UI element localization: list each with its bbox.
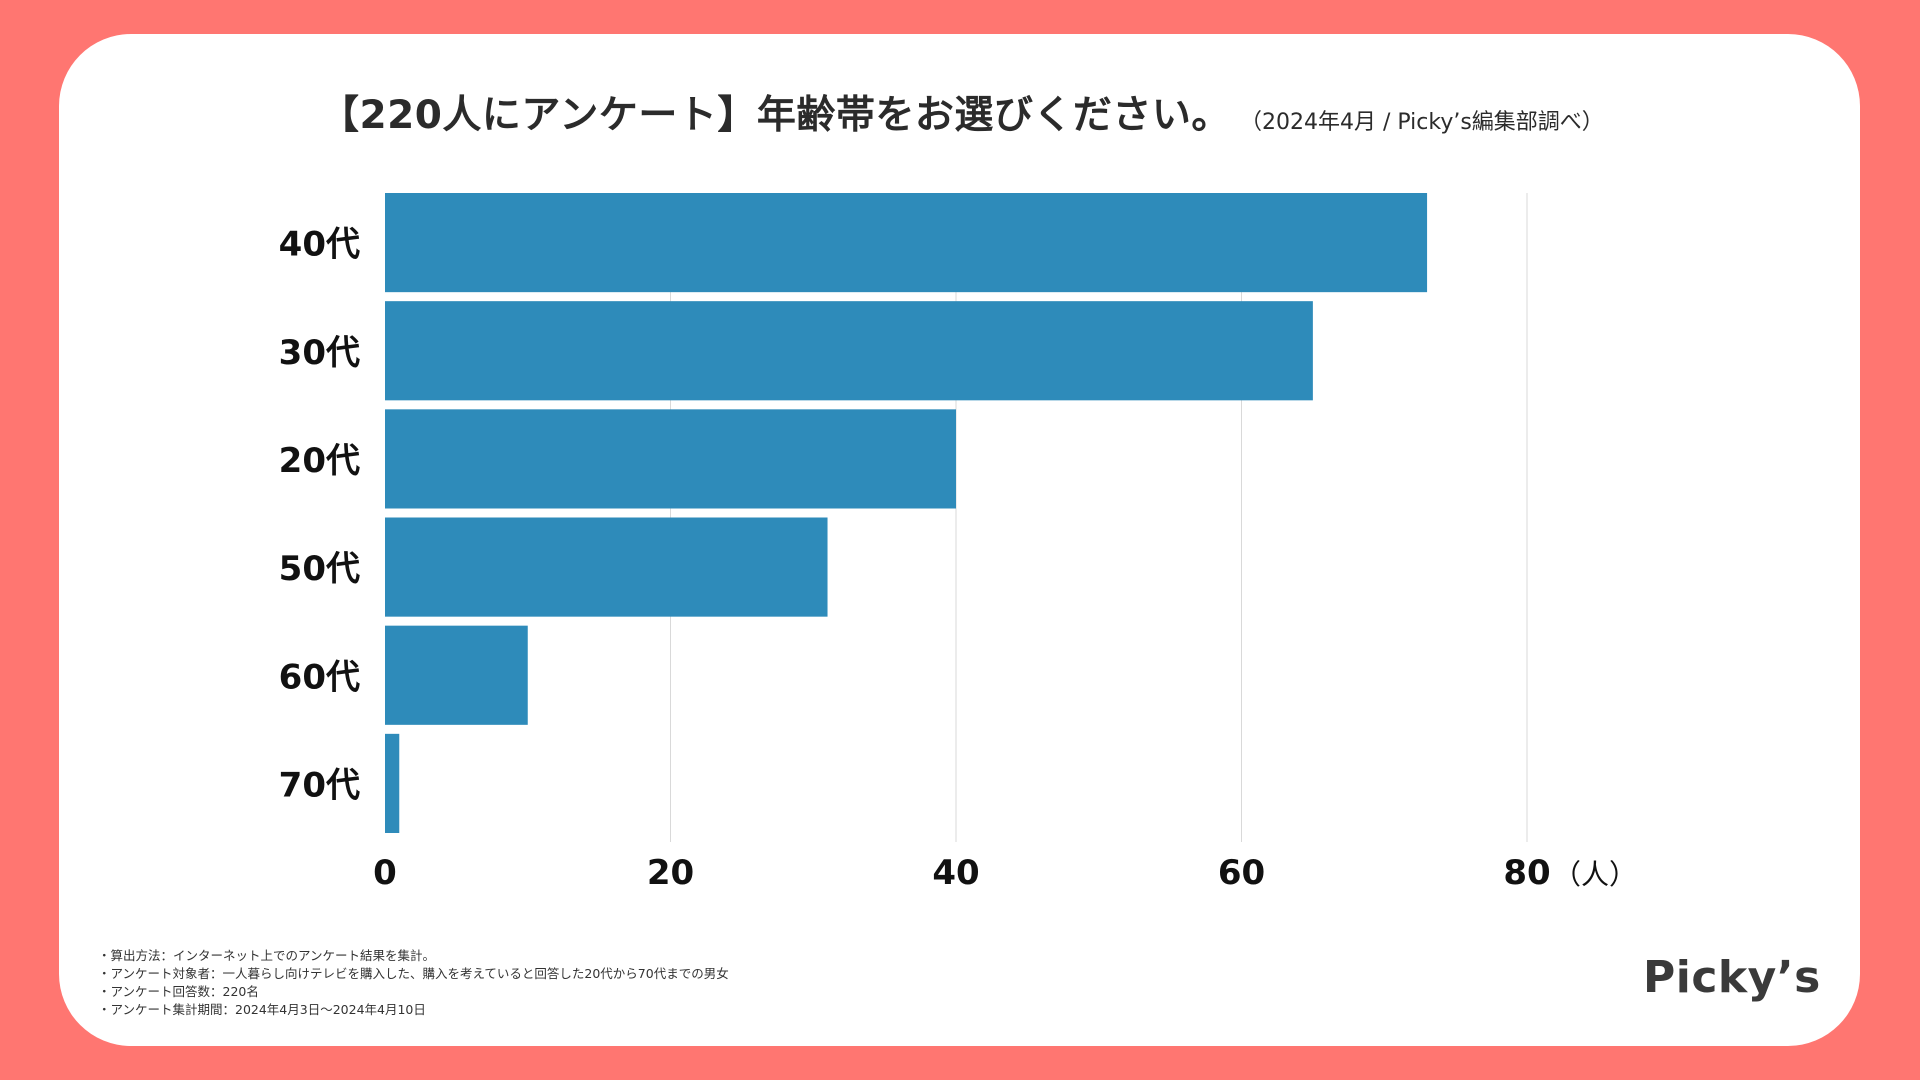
tick-label: 40 <box>932 853 979 893</box>
chart-title: 【220人にアンケート】年齢帯をお選びください。 <box>320 93 1231 138</box>
tick-label: 20 <box>647 853 694 893</box>
tick-label: 0 <box>373 853 397 893</box>
footnote-respondents: ・アンケート回答数：220名 <box>98 984 259 999</box>
category-label: 70代 <box>279 765 360 805</box>
footnote-period: ・アンケート集計期間：2024年4月3日〜2024年4月10日 <box>98 1002 426 1017</box>
tick-label: 80 <box>1503 853 1550 893</box>
bar-60代 <box>385 625 528 725</box>
axis-unit-label: （人） <box>1553 858 1637 891</box>
bar-50代 <box>385 517 828 617</box>
brand-logo: Picky’s <box>1643 952 1821 1003</box>
category-label: 40代 <box>279 225 360 265</box>
category-label: 60代 <box>279 657 360 697</box>
category-label: 50代 <box>279 549 360 589</box>
category-label: 20代 <box>279 441 360 481</box>
bar-30代 <box>385 301 1313 401</box>
chart-subtitle: （2024年4月 / Picky’s編集部調べ） <box>1240 110 1604 135</box>
tick-label: 60 <box>1218 853 1265 893</box>
footnote-method: ・算出方法：インターネット上でのアンケート結果を集計。 <box>98 948 436 963</box>
bar-20代 <box>385 409 956 509</box>
bar-70代 <box>385 733 400 833</box>
footnotes: ・算出方法：インターネット上でのアンケート結果を集計。 ・アンケート対象者：一人… <box>98 947 729 1019</box>
bar-40代 <box>385 193 1428 293</box>
category-label: 30代 <box>279 333 360 373</box>
footnote-target: ・アンケート対象者：一人暮らし向けテレビを購入した、購入を考えていると回答した2… <box>98 966 729 981</box>
